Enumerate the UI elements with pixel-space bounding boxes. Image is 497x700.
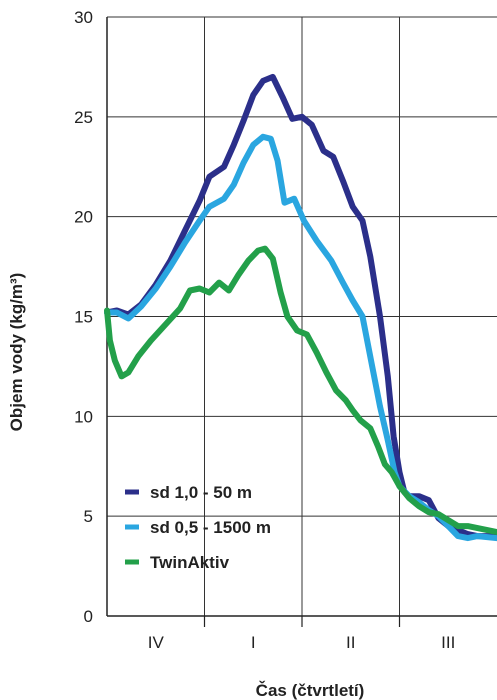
y-tick-label: 5 (84, 507, 93, 526)
y-axis-title: Objem vody (kg/m³) (7, 273, 26, 432)
y-tick-label: 20 (74, 208, 93, 227)
x-tick-labels: IV I II III (148, 633, 456, 652)
series-line (104, 73, 497, 540)
legend-label: TwinAktiv (150, 553, 230, 572)
y-tick-label: 10 (74, 407, 93, 426)
y-tick-labels: 0 5 10 15 20 25 30 (74, 8, 93, 626)
x-tick-label: II (346, 633, 355, 652)
series-lines (104, 73, 497, 542)
legend-label: sd 1,0 - 50 m (150, 483, 252, 502)
legend-background (106, 475, 344, 595)
series-line (104, 245, 497, 536)
x-axis-title: Čas (čtvrtletí) (256, 681, 365, 700)
x-tick-label: IV (148, 633, 165, 652)
legend-label: sd 0,5 - 1500 m (150, 518, 271, 537)
legend: sd 1,0 - 50 m sd 0,5 - 1500 m TwinAktiv (125, 483, 271, 572)
x-tick-label: III (441, 633, 455, 652)
y-tick-label: 0 (84, 607, 93, 626)
y-tick-label: 25 (74, 108, 93, 127)
x-tick-label: I (251, 633, 256, 652)
y-tick-label: 15 (74, 308, 93, 327)
y-tick-label: 30 (74, 8, 93, 27)
